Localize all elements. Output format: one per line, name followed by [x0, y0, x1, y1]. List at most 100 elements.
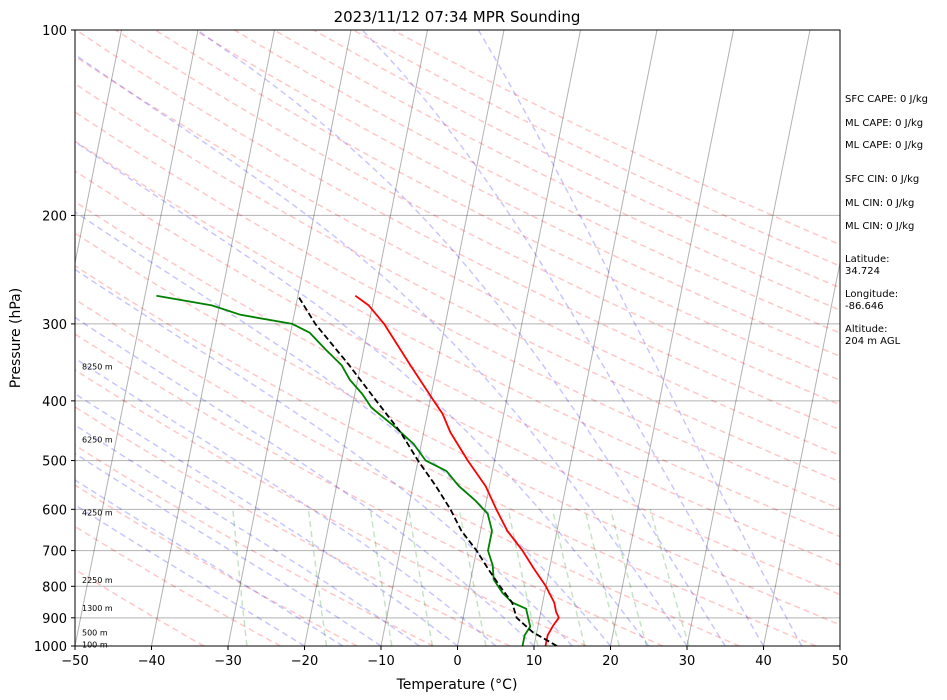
- isotherm-line: [686, 30, 811, 646]
- dry-adiabat-line: [234, 30, 840, 334]
- dry-adiabat-line: [75, 484, 358, 646]
- moist-adiabat-line: [75, 268, 573, 646]
- mixing-ratio-line: [232, 509, 248, 646]
- x-tick-label: −20: [291, 654, 318, 669]
- dry-adiabat-line: [75, 232, 840, 626]
- mixing-ratio-line: [584, 509, 621, 646]
- moist-adiabat-line: [75, 452, 382, 646]
- y-tick-label: 300: [42, 318, 67, 333]
- altitude-label: Altitude:: [845, 324, 887, 335]
- latitude-value: 34.724: [845, 266, 880, 277]
- mixing-ratio-line: [609, 509, 648, 646]
- x-tick-label: −10: [367, 654, 394, 669]
- ml-cape-label-2: ML CAPE: 0 J/kg: [845, 140, 923, 151]
- mixing-ratio-line: [407, 509, 434, 646]
- parcel-line: [297, 295, 558, 646]
- y-axis-ticks: 1000 900 800 700 600 500 400 300 200 100: [34, 24, 75, 655]
- isotherm-line: [75, 30, 199, 646]
- dry-adiabat-line: [75, 55, 840, 457]
- dry-adiabat-line: [75, 200, 840, 596]
- height-label: 1300 m: [82, 604, 113, 613]
- height-labels: 100 m 500 m 1300 m 2250 m 4250 m 6250 m 8250 m: [82, 363, 113, 650]
- x-axis-ticks: −50 −40 −30 −20 −10 0 10 20 30 40 50: [61, 646, 848, 669]
- dewpoint-line: [156, 294, 532, 646]
- height-label: 2250 m: [82, 576, 113, 585]
- dry-adiabat-line: [75, 444, 434, 646]
- data-series: [156, 294, 560, 646]
- moist-adiabat-line: [75, 140, 650, 646]
- altitude-value: 204 m AGL: [845, 336, 901, 347]
- mixing-ratio-line: [649, 509, 690, 646]
- side-annotations: SFC CAPE: 0 J/kg ML CAPE: 0 J/kg ML CAPE…: [845, 94, 928, 347]
- dry-adiabat-line: [154, 30, 840, 382]
- isotherm-line: [151, 30, 275, 646]
- x-tick-label: 10: [526, 654, 543, 669]
- dry-adiabat-line: [75, 406, 511, 646]
- latitude-label: Latitude:: [845, 254, 890, 265]
- height-label: 6250 m: [82, 435, 113, 444]
- moist-adiabat-line: [477, 30, 803, 646]
- moist-adiabat-line: [75, 424, 420, 646]
- y-tick-label: 1000: [34, 640, 67, 655]
- dry-adiabat-line: [75, 170, 840, 566]
- moist-adiabat-line: [196, 30, 726, 646]
- dry-adiabat-line: [75, 30, 840, 431]
- x-axis-title: Temperature (°C): [396, 677, 518, 693]
- longitude-label: Longitude:: [845, 289, 898, 300]
- dry-adiabat-line: [75, 264, 817, 646]
- x-tick-label: 20: [602, 654, 619, 669]
- y-tick-label: 200: [42, 209, 67, 224]
- isotherm-line: [610, 30, 734, 646]
- dry-adiabat-line: [75, 111, 840, 510]
- x-tick-label: −40: [138, 654, 165, 669]
- isotherm-line: [304, 30, 428, 646]
- x-tick-label: −30: [214, 654, 241, 669]
- x-tick-label: −50: [61, 654, 88, 669]
- moist-adiabat-line: [75, 53, 688, 646]
- moist-adiabat-line: [75, 392, 458, 646]
- dry-adiabat-line: [75, 333, 664, 646]
- temperature-line: [354, 294, 560, 646]
- isotherm-line: [227, 30, 352, 646]
- ml-cin-label-2: ML CIN: 0 J/kg: [845, 221, 914, 232]
- moist-adiabat-line: [75, 503, 305, 646]
- chart-title: 2023/11/12 07:34 MPR Sounding: [334, 8, 581, 26]
- y-tick-label: 400: [42, 395, 67, 410]
- height-label: 100 m: [82, 641, 108, 650]
- isotherm-line: [533, 30, 658, 646]
- ml-cape-label: ML CAPE: 0 J/kg: [845, 118, 923, 129]
- y-tick-label: 800: [42, 580, 67, 595]
- x-tick-label: 30: [679, 654, 696, 669]
- sfc-cape-label: SFC CAPE: 0 J/kg: [845, 94, 928, 105]
- moist-adiabat-line: [75, 357, 497, 646]
- mixing-ratio-line: [551, 509, 586, 646]
- moist-adiabat-line: [75, 479, 344, 646]
- mixing-ratio-line: [507, 509, 539, 646]
- y-tick-label: 700: [42, 545, 67, 560]
- moist-adiabat-line: [75, 316, 535, 646]
- x-tick-label: 50: [832, 654, 849, 669]
- background-lines: [75, 30, 840, 646]
- isotherm-line: [457, 30, 581, 646]
- dry-adiabat-line: [75, 368, 587, 646]
- y-tick-label: 500: [42, 455, 67, 470]
- dry-adiabat-line: [75, 140, 840, 538]
- isotherm-line: [380, 30, 505, 646]
- x-tick-label: 40: [755, 654, 772, 669]
- ml-cin-label: ML CIN: 0 J/kg: [845, 198, 914, 209]
- longitude-value: -86.646: [845, 301, 884, 312]
- height-label: 4250 m: [82, 508, 113, 517]
- dry-adiabat-line: [115, 30, 840, 406]
- x-tick-label: 0: [453, 654, 461, 669]
- y-axis-title: Pressure (hPa): [8, 288, 24, 388]
- mixing-ratio-line: [307, 509, 328, 646]
- dry-adiabat-line: [75, 82, 840, 483]
- mixing-ratio-line: [458, 509, 487, 646]
- height-label: 8250 m: [82, 363, 113, 372]
- isotherm-line: [763, 260, 840, 646]
- mixing-ratio-line: [369, 509, 393, 646]
- height-label: 500 m: [82, 628, 108, 637]
- y-tick-label: 900: [42, 612, 67, 627]
- sfc-cin-label: SFC CIN: 0 J/kg: [845, 174, 919, 185]
